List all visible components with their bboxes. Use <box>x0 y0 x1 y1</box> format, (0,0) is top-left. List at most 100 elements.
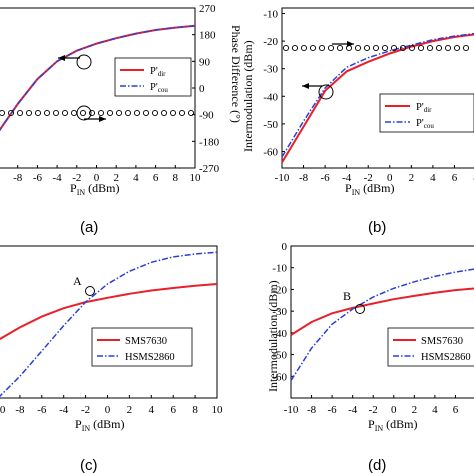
series-line-p-cou <box>281 32 474 158</box>
phase-marker <box>178 109 186 117</box>
phase-marker <box>426 44 434 52</box>
panel-a-left-arrowhead <box>58 55 65 61</box>
panel-a-y2-ticks: 270 180 90 0 -90 -180 -270 <box>192 3 220 175</box>
phase-marker <box>43 109 51 117</box>
panel-d-frame <box>290 245 474 399</box>
phase-marker <box>88 109 96 117</box>
series-line-sms7630 <box>0 283 218 341</box>
panel-d-y-label: Intermodulation (dBm) <box>266 280 280 392</box>
panel-d-legend-hsms: HSMS2860 <box>421 352 471 363</box>
y-tick-label: -10 <box>263 9 278 21</box>
panel-b-y-ticks: -10 -20 -30 -40 -50 -60 <box>263 9 285 158</box>
phase-marker <box>363 44 371 52</box>
phase-marker <box>34 109 42 117</box>
phase-marker <box>16 109 24 117</box>
x-tick-label: 4 <box>430 172 436 184</box>
phase-marker <box>169 109 177 117</box>
y-tick-label: -20 <box>263 36 278 48</box>
y-tick-label: -40 <box>272 328 287 340</box>
caption-b: (b) <box>368 219 386 236</box>
phase-marker <box>7 109 15 117</box>
phase-marker <box>79 109 87 117</box>
caption-d: (d) <box>368 457 386 474</box>
y2-tick-label: 90 <box>199 56 211 68</box>
panel-c-legend <box>91 327 193 367</box>
panel-d-legend-sms: SMS7630 <box>421 336 463 347</box>
x-tick-label: -8 <box>299 172 309 184</box>
panel-b-y-label: Intermodulation (dBm) <box>241 40 255 152</box>
panel-b-marker-circle <box>318 84 334 100</box>
panel-a-legend <box>114 57 192 97</box>
x-tick-label: 10 <box>190 172 202 184</box>
x-tick-label: 6 <box>153 172 159 184</box>
series-line-hsms2860 <box>0 251 218 398</box>
panel-a-x-ticks: -8 -6 -4 -2 0 2 4 6 8 10 <box>13 165 201 184</box>
phase-marker <box>444 44 452 52</box>
phase-marker <box>453 44 461 52</box>
x-tick-label: -8 <box>15 404 25 416</box>
phase-marker <box>160 109 168 117</box>
y2-tick-label: -180 <box>199 136 220 148</box>
phase-marker <box>97 109 105 117</box>
phase-marker <box>390 44 398 52</box>
phase-marker <box>336 44 344 52</box>
panel-d-marker-circle <box>355 304 365 314</box>
phase-marker <box>417 44 425 52</box>
phase-marker <box>70 109 78 117</box>
panel-d-legend <box>387 327 474 367</box>
phase-marker <box>0 109 6 117</box>
panel-b-legend <box>379 93 474 133</box>
phase-marker <box>106 109 114 117</box>
phase-marker <box>408 44 416 52</box>
x-tick-label: -4 <box>53 172 63 184</box>
x-tick-label: 6 <box>453 404 459 416</box>
phase-marker <box>133 109 141 117</box>
series-line-sms7630 <box>290 287 474 336</box>
x-tick-label: 2 <box>409 172 415 184</box>
y-tick-label: -60 <box>272 371 287 383</box>
panel-d-annotation: B <box>343 289 351 303</box>
x-tick-label: -8 <box>307 404 317 416</box>
x-tick-label: 10 <box>212 404 224 416</box>
phase-marker <box>124 109 132 117</box>
x-tick-label: 0 <box>387 172 393 184</box>
y-tick-label: 0 <box>282 241 288 253</box>
series-line-p-dir <box>0 24 196 132</box>
y-tick-label: -30 <box>272 306 287 318</box>
x-tick-label: 8 <box>173 172 179 184</box>
x-tick-label: 0 <box>94 172 100 184</box>
panel-d-x-label: PIN (dBm) <box>368 417 417 433</box>
y-tick-label: -50 <box>272 350 287 362</box>
panel-d-y-ticks: 0 -10 -20 -30 -40 -50 -60 <box>272 241 294 383</box>
series-line-p-dir <box>281 33 474 164</box>
panel-d-x-ticks: -10 -8 -6 -4 -2 0 2 4 6 <box>284 395 459 416</box>
x-tick-label: 2 <box>127 404 133 416</box>
y2-tick-label: -90 <box>199 110 214 122</box>
phase-marker <box>115 109 123 117</box>
y-tick-label: -10 <box>272 263 287 275</box>
panel-c-legend-hsms: HSMS2860 <box>125 352 175 363</box>
x-tick-label: 4 <box>432 404 438 416</box>
caption-a: (a) <box>80 219 98 236</box>
x-tick-label: 6 <box>170 404 176 416</box>
y-tick-label: -50 <box>263 119 278 131</box>
y2-tick-label: 270 <box>199 3 216 15</box>
x-tick-label: 6 <box>452 172 458 184</box>
x-tick-label: -4 <box>59 404 69 416</box>
panel-c-annotation: A <box>73 274 82 288</box>
x-tick-label: 4 <box>149 404 155 416</box>
phase-marker <box>318 44 326 52</box>
x-tick-label: -2 <box>364 172 373 184</box>
panel-a-y2-label: Phase Difference (°) <box>229 25 243 123</box>
y2-tick-label: 180 <box>199 30 216 42</box>
x-tick-label: -10 <box>0 404 6 416</box>
y-tick-label: -30 <box>263 64 278 76</box>
x-tick-label: -6 <box>33 172 43 184</box>
phase-marker <box>151 109 159 117</box>
phase-marker <box>291 44 299 52</box>
x-tick-label: -6 <box>328 404 338 416</box>
panel-c-legend-sms: SMS7630 <box>125 336 167 347</box>
